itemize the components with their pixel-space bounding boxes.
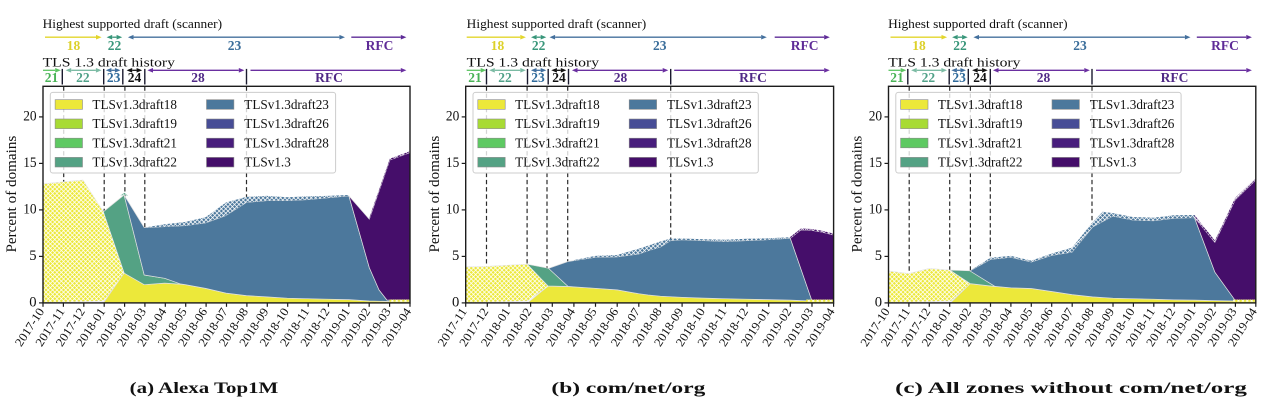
svg-text:20: 20 — [23, 109, 36, 125]
svg-text:TLSv1.3draft28: TLSv1.3draft28 — [1090, 135, 1175, 150]
svg-text:RFC: RFC — [1161, 70, 1189, 85]
svg-text:18: 18 — [912, 38, 926, 53]
svg-text:24: 24 — [973, 70, 987, 85]
svg-text:Highest supported draft (scann: Highest supported draft (scanner) — [467, 16, 647, 31]
svg-text:RFC: RFC — [366, 38, 394, 53]
svg-text:TLSv1.3draft28: TLSv1.3draft28 — [667, 135, 752, 150]
svg-text:5: 5 — [452, 248, 459, 264]
svg-text:RFC: RFC — [315, 70, 343, 85]
svg-text:TLSv1.3draft18: TLSv1.3draft18 — [515, 97, 600, 112]
svg-text:TLSv1.3draft22: TLSv1.3draft22 — [92, 155, 177, 170]
svg-text:TLSv1.3: TLSv1.3 — [244, 155, 291, 170]
svg-text:TLSv1.3draft21: TLSv1.3draft21 — [92, 135, 177, 150]
svg-text:15: 15 — [869, 155, 882, 171]
svg-text:23: 23 — [1073, 38, 1087, 53]
svg-text:TLSv1.3: TLSv1.3 — [1090, 155, 1137, 170]
svg-text:Percent of domains: Percent of domains — [427, 135, 443, 252]
svg-text:0: 0 — [452, 295, 459, 311]
svg-text:TLS 1.3 draft history: TLS 1.3 draft history — [43, 54, 176, 69]
svg-text:TLSv1.3draft26: TLSv1.3draft26 — [244, 116, 329, 131]
svg-text:23: 23 — [653, 38, 667, 53]
svg-text:Percent of domains: Percent of domains — [850, 135, 866, 252]
svg-text:Percent of domains: Percent of domains — [4, 135, 20, 252]
svg-text:15: 15 — [446, 155, 459, 171]
svg-text:TLSv1.3draft23: TLSv1.3draft23 — [667, 97, 752, 112]
svg-text:(a) Alexa Top1M: (a) Alexa Top1M — [130, 380, 279, 397]
svg-text:22: 22 — [76, 70, 90, 85]
svg-text:RFC: RFC — [1211, 38, 1239, 53]
svg-text:18: 18 — [491, 38, 505, 53]
svg-text:28: 28 — [1037, 70, 1051, 85]
svg-text:23: 23 — [531, 70, 545, 85]
svg-text:TLSv1.3draft22: TLSv1.3draft22 — [938, 155, 1023, 170]
svg-text:23: 23 — [952, 70, 966, 85]
svg-text:TLSv1.3draft23: TLSv1.3draft23 — [244, 97, 329, 112]
svg-text:10: 10 — [23, 202, 36, 218]
svg-text:TLSv1.3draft19: TLSv1.3draft19 — [92, 116, 177, 131]
svg-text:TLSv1.3draft22: TLSv1.3draft22 — [515, 155, 600, 170]
svg-text:0: 0 — [875, 295, 882, 311]
svg-text:TLSv1.3draft26: TLSv1.3draft26 — [667, 116, 752, 131]
svg-text:18: 18 — [67, 38, 81, 53]
svg-text:22: 22 — [498, 70, 512, 85]
svg-text:22: 22 — [953, 38, 967, 53]
svg-text:22: 22 — [532, 38, 546, 53]
svg-text:5: 5 — [29, 248, 36, 264]
svg-text:23: 23 — [107, 70, 121, 85]
svg-text:TLSv1.3draft18: TLSv1.3draft18 — [938, 97, 1023, 112]
svg-text:21: 21 — [890, 70, 904, 85]
svg-text:21: 21 — [45, 70, 59, 85]
svg-text:(b) com/net/org: (b) com/net/org — [551, 380, 705, 397]
svg-text:TLSv1.3draft19: TLSv1.3draft19 — [515, 116, 600, 131]
svg-text:24: 24 — [552, 70, 566, 85]
svg-text:21: 21 — [468, 70, 482, 85]
svg-text:10: 10 — [446, 202, 459, 218]
svg-text:RFC: RFC — [791, 38, 819, 53]
svg-text:TLSv1.3draft23: TLSv1.3draft23 — [1090, 97, 1175, 112]
svg-text:0: 0 — [29, 295, 36, 311]
svg-text:23: 23 — [228, 38, 242, 53]
svg-text:TLSv1.3draft18: TLSv1.3draft18 — [92, 97, 177, 112]
svg-text:TLSv1.3draft21: TLSv1.3draft21 — [515, 135, 600, 150]
svg-text:TLSv1.3: TLSv1.3 — [667, 155, 714, 170]
svg-text:5: 5 — [875, 248, 882, 264]
svg-text:20: 20 — [869, 109, 882, 125]
svg-text:TLSv1.3draft26: TLSv1.3draft26 — [1090, 116, 1175, 131]
svg-text:TLSv1.3draft28: TLSv1.3draft28 — [244, 135, 329, 150]
svg-text:Highest supported draft (scann: Highest supported draft (scanner) — [43, 16, 223, 31]
svg-text:22: 22 — [922, 70, 936, 85]
svg-text:28: 28 — [614, 70, 628, 85]
svg-text:20: 20 — [446, 109, 459, 125]
svg-text:28: 28 — [191, 70, 205, 85]
svg-text:10: 10 — [869, 202, 882, 218]
svg-text:Highest supported draft (scann: Highest supported draft (scanner) — [888, 16, 1068, 31]
svg-text:TLS 1.3 draft history: TLS 1.3 draft history — [467, 54, 600, 69]
svg-text:RFC: RFC — [739, 70, 767, 85]
svg-text:24: 24 — [128, 70, 142, 85]
svg-text:TLSv1.3draft21: TLSv1.3draft21 — [938, 135, 1023, 150]
svg-text:15: 15 — [23, 155, 36, 171]
svg-text:TLS 1.3 draft history: TLS 1.3 draft history — [888, 54, 1021, 69]
svg-text:22: 22 — [108, 38, 122, 53]
svg-text:(c) All zones without com/net/: (c) All zones without com/net/org — [895, 380, 1247, 397]
svg-text:TLSv1.3draft19: TLSv1.3draft19 — [938, 116, 1023, 131]
